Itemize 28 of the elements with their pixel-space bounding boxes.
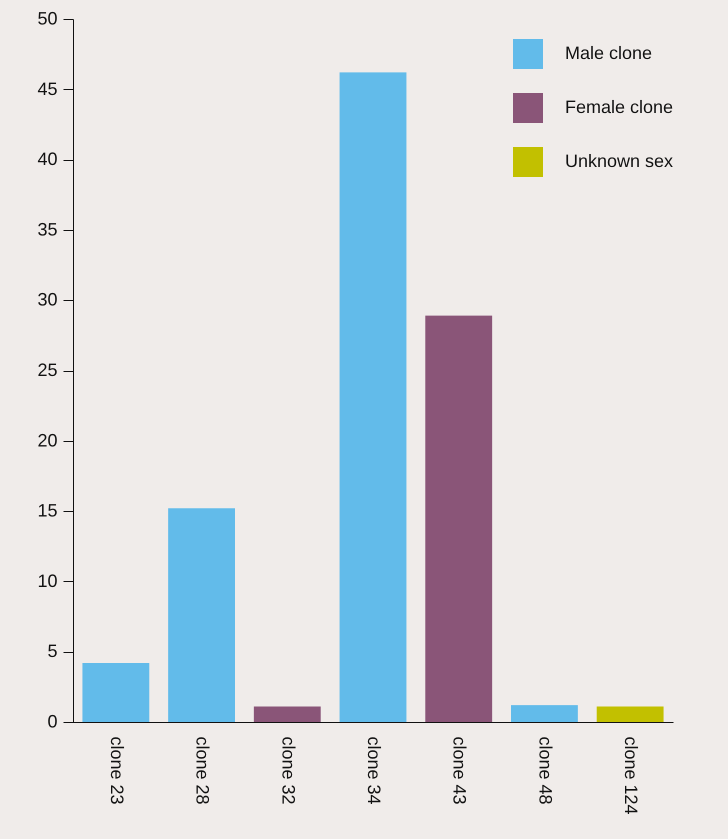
bar (168, 508, 235, 722)
y-tick-label: 25 (37, 360, 58, 380)
y-tick-label: 5 (47, 641, 58, 662)
bar (425, 316, 492, 722)
x-tick-label: clone 34 (364, 736, 384, 805)
legend-label: Female clone (565, 97, 674, 117)
x-tick-label: clone 48 (535, 736, 556, 805)
bar (511, 705, 578, 722)
x-tick-label: clone 32 (278, 736, 298, 805)
y-tick-label: 35 (37, 219, 58, 240)
x-tick-label: clone 124 (621, 736, 642, 815)
y-tick-label: 0 (47, 712, 58, 732)
y-tick-label: 40 (37, 149, 58, 170)
x-tick-label: clone 23 (106, 736, 127, 805)
y-tick-label: 15 (37, 500, 58, 521)
x-tick-label: clone 28 (192, 736, 213, 805)
bar (340, 72, 406, 722)
legend-label: Unknown sex (565, 151, 674, 171)
bar (254, 706, 321, 722)
bar (82, 662, 150, 722)
y-tick-label: 30 (37, 290, 58, 310)
bar (596, 706, 664, 722)
y-tick-label: 45 (37, 78, 58, 99)
y-tick-label: 10 (37, 570, 58, 591)
y-tick-label: 20 (37, 430, 58, 450)
x-tick-label: clone 43 (450, 736, 470, 805)
y-tick-label: 50 (37, 8, 58, 28)
legend-label: Male clone (565, 43, 652, 63)
